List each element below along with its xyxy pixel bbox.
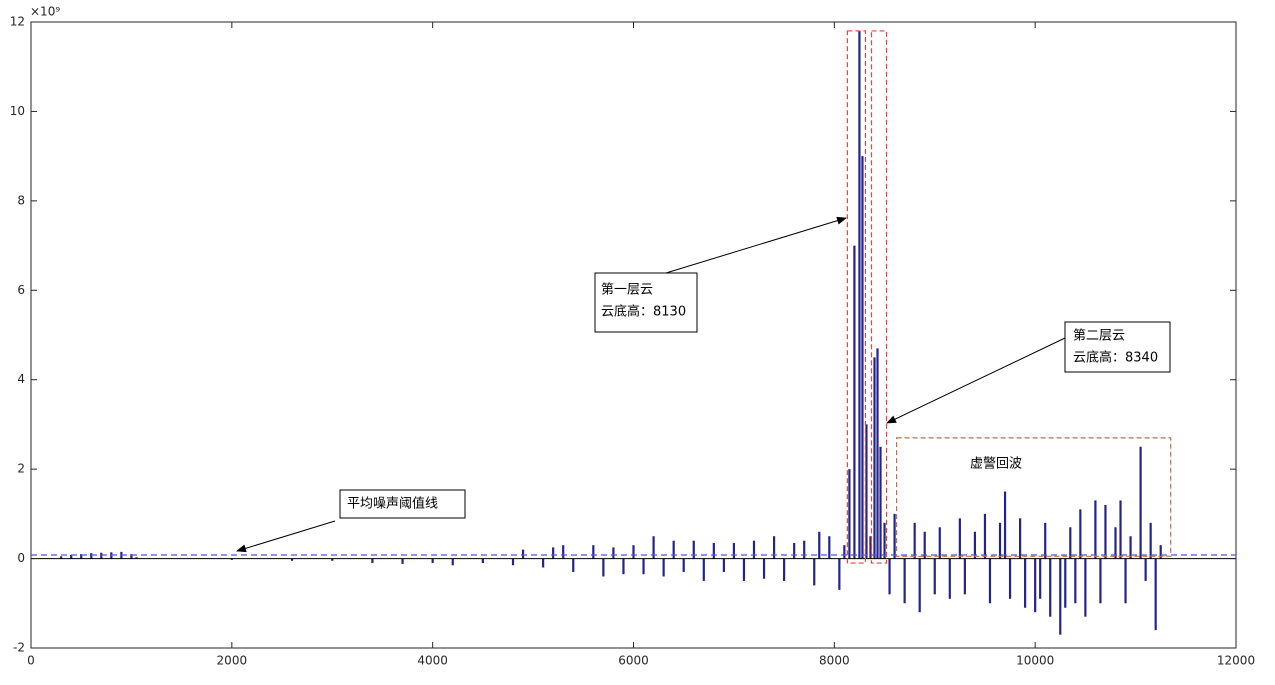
plot-frame xyxy=(30,21,1237,649)
y-tick-label: 10 xyxy=(10,104,25,118)
annotation-box xyxy=(1064,321,1171,373)
x-tick-label: 12000 xyxy=(1217,654,1255,668)
y-tick-label: 8 xyxy=(17,193,25,207)
x-tick-label: 0 xyxy=(27,654,35,668)
annotation-text: 平均噪声阈值线 xyxy=(347,496,438,512)
annotation-box xyxy=(339,489,466,519)
annotation-text: 第一层云 xyxy=(601,283,653,298)
annotation-text: 云底高：8340 xyxy=(1073,350,1158,366)
x-tick-label: 6000 xyxy=(618,654,649,668)
highlight-box xyxy=(895,437,1172,557)
y-tick-label: 2 xyxy=(17,462,25,476)
marks xyxy=(31,30,1236,635)
x-tick-label: 8000 xyxy=(819,654,850,668)
y-tick-label: 12 xyxy=(10,15,25,29)
x-tick-label: 4000 xyxy=(417,654,448,668)
y-tick-label: 4 xyxy=(17,372,25,386)
arrow xyxy=(886,337,1066,424)
annotation-text: 第二层云 xyxy=(1073,329,1125,344)
x-tick-label: 2000 xyxy=(217,654,248,668)
y-tick-label: -2 xyxy=(13,641,25,655)
highlight-box xyxy=(846,30,867,564)
arrow xyxy=(665,216,847,274)
annotation-box xyxy=(594,272,698,333)
highlight-box xyxy=(870,30,888,564)
y-tick-label: 0 xyxy=(17,551,25,565)
y-exponent: ×10⁹ xyxy=(30,5,60,19)
annotation-text: 云底高：8130 xyxy=(601,304,686,320)
x-tick-label: 10000 xyxy=(1016,654,1054,668)
annotation-text: 虚警回波 xyxy=(970,456,1022,472)
y-tick-label: 6 xyxy=(17,283,25,297)
arrow xyxy=(236,520,336,553)
